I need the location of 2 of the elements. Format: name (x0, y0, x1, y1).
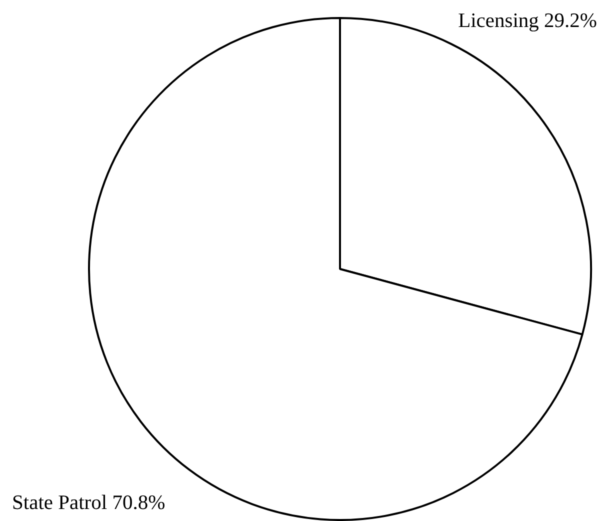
slice-label: Licensing 29.2% (458, 10, 597, 32)
slice-label: State Patrol 70.8% (12, 492, 166, 514)
